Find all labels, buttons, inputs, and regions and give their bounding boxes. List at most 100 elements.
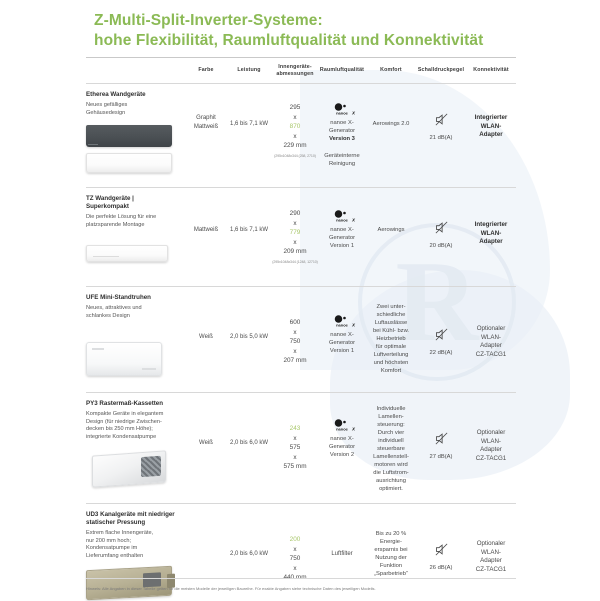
konnektivitaet-value: Integrierter WLAN- Adapter — [466, 84, 516, 187]
svg-text:X: X — [351, 323, 356, 328]
konn-line: Optionaler — [476, 540, 506, 547]
konn-line: Adapter — [479, 131, 503, 139]
dim-width: 779 — [289, 229, 301, 236]
leistung-value: 2,0 bis 5,0 kW — [229, 334, 268, 340]
product-image-wall-unit-white — [86, 245, 186, 263]
nanoe-x-logo-icon: nanoe X — [334, 103, 356, 116]
mute-speaker-icon — [435, 543, 447, 556]
table-top-rule — [86, 57, 516, 58]
product-description-line: Lieferumfang enthalten — [86, 552, 144, 559]
nanoe-version: Version 1 — [329, 243, 355, 249]
schalldruckpegel-value: 26 dB(A) — [416, 504, 466, 596]
dim-depth: 209 mm — [283, 248, 307, 255]
abmessungen-value: 295 x 870 x 229 mm (295x1048x344 (258, 2… — [272, 84, 318, 187]
dim-separator: x — [293, 545, 297, 553]
table-header-row: Farbe Leistung Innengeräte- abmessungen … — [86, 58, 516, 83]
product-cell: UFE Mini-Standtruhen Neues, attraktives … — [86, 287, 186, 392]
konn-line: Integrierter — [474, 221, 508, 228]
farbe-line: Graphit — [196, 115, 216, 121]
dim-width: 870 — [289, 123, 301, 130]
svg-text:nanoe: nanoe — [336, 323, 349, 328]
farbe-line: Mattweiß — [193, 124, 219, 130]
nanoe-extra-line: Reinigung — [328, 161, 356, 167]
nanoe-generator-text: nanoe X- Generator Version 3 — [318, 119, 366, 143]
abmessungen-value: 200 x 750 x 440 mm — [272, 504, 318, 596]
product-title: Etherea Wandgeräte — [86, 91, 146, 98]
product-title-line: Superkompakt — [86, 203, 129, 210]
dim-separator: x — [293, 113, 297, 121]
th-abmessungen-line1: Innengeräte- — [278, 64, 312, 70]
dim-separator: x — [293, 347, 297, 355]
white-wall-unit-image — [86, 245, 168, 263]
konn-model: CZ-TACG1 — [475, 350, 507, 358]
product-description-line: platzsparende Montage — [86, 221, 145, 228]
dim-separator: x — [293, 219, 297, 227]
dim-width: 750 — [289, 555, 301, 562]
nanoe-version: Version 3 — [329, 136, 355, 142]
comparison-table: Farbe Leistung Innengeräte- abmessungen … — [86, 57, 516, 601]
table-footnote: Hinweis: Alle Angaben in dieser Tabelle … — [86, 586, 376, 591]
nanoe-version: Version 2 — [329, 452, 355, 458]
product-description: Neues, attraktives und schlankes Design — [86, 305, 186, 320]
product-description-line: Extrem flache Innengeräte, — [86, 530, 154, 536]
dim-separator: x — [293, 434, 297, 442]
product-description: Kompakte Geräte in elegantem Design (für… — [86, 411, 186, 441]
mute-speaker-icon — [435, 221, 447, 234]
svg-text:X: X — [351, 218, 356, 223]
schall-db-value: 20 dB(A) — [429, 243, 453, 249]
product-image-floor-console-white — [86, 342, 186, 377]
konn-line: Adapter — [479, 238, 503, 246]
dim-width: 575 — [289, 444, 301, 451]
farbe-value: Graphit Mattweiß — [186, 84, 226, 187]
dim-height: 243 — [289, 425, 301, 432]
raumluftqualitaet-value: Luftfilter — [331, 551, 353, 557]
svg-text:nanoe: nanoe — [336, 218, 349, 223]
nanoe-line: Generator — [328, 340, 356, 346]
konn-line: WLAN- — [480, 122, 502, 130]
komfort-value: Individuelle Lamellen- steuerung: Durch … — [373, 406, 409, 492]
white-wall-unit-image — [86, 153, 172, 174]
schall-db-value: 22 dB(A) — [429, 350, 453, 356]
schall-db-value: 21 dB(A) — [429, 135, 453, 141]
dim-separator: x — [293, 238, 297, 246]
product-description-line: Design (für niedrige Zwischen- — [86, 418, 162, 425]
cassette-fan-detail — [141, 456, 161, 478]
table-row: TZ Wandgeräte | Superkompakt Die perfekt… — [86, 188, 516, 286]
leistung-value: 1,6 bis 7,1 kW — [229, 121, 268, 127]
product-image-ceiling-cassette — [92, 450, 186, 488]
floor-console-image — [86, 342, 162, 377]
product-description: Die perfekte Lösung für eine platzsparen… — [86, 214, 186, 229]
product-description-line: nur 200 mm hoch; — [86, 537, 132, 544]
dim-height: 200 — [289, 536, 301, 543]
konn-line: Integrierter — [474, 114, 508, 121]
konn-line: WLAN- — [481, 333, 501, 341]
nanoe-line: nanoe X- — [330, 436, 354, 442]
th-komfort: Komfort — [380, 67, 402, 74]
dim-separator: x — [293, 453, 297, 461]
mute-speaker-icon — [435, 432, 447, 445]
mute-speaker-icon — [435, 113, 447, 126]
farbe-value: Weiß — [199, 334, 213, 340]
schalldruckpegel-value: 22 dB(A) — [416, 287, 466, 392]
nanoe-line: Generator — [328, 444, 356, 450]
svg-text:nanoe: nanoe — [336, 427, 349, 432]
konn-line: Optionaler — [476, 429, 506, 436]
schall-db-value: 27 dB(A) — [429, 454, 453, 460]
abmessungen-value: 243 x 575 x 575 mm — [272, 393, 318, 503]
konnektivitaet-value: Integrierter WLAN- Adapter — [466, 188, 516, 286]
nanoe-line: nanoe X- — [330, 332, 354, 338]
nanoe-line: Generator — [328, 235, 356, 241]
konn-line: Adapter — [480, 342, 502, 350]
table-row-rule — [86, 503, 516, 504]
footnote-rule — [86, 578, 516, 579]
nanoe-generator-text: nanoe X- Generator Version 1 — [318, 226, 366, 250]
schalldruckpegel-value: 27 dB(A) — [416, 393, 466, 503]
graphite-wall-unit-image — [86, 125, 172, 148]
konn-line: Adapter — [480, 446, 502, 454]
product-cell: PY3 Rastermaß-Kassetten Kompakte Geräte … — [86, 393, 186, 503]
nanoe-x-logo-icon: nanoe X — [334, 210, 356, 223]
farbe-value — [186, 504, 226, 596]
svg-text:X: X — [351, 111, 356, 116]
komfort-value: Aerowings 2.0 — [372, 121, 410, 127]
dim-footnote: (295x1048x344 (258, 2710) — [274, 153, 316, 158]
